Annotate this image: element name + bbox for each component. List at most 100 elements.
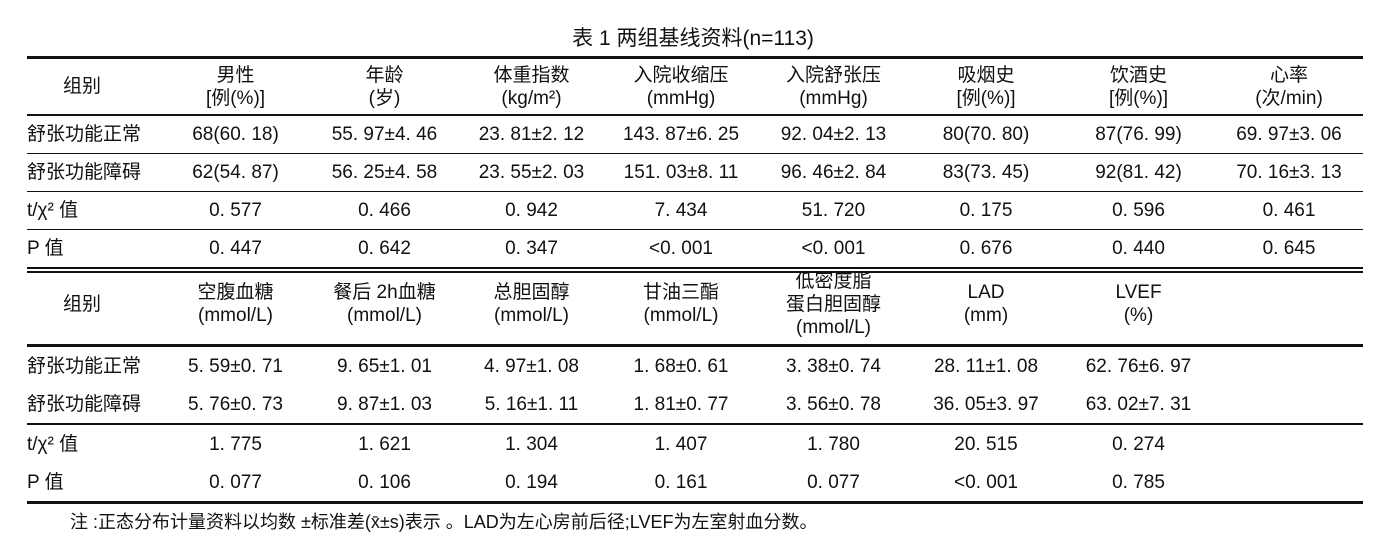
column-header-cell: 甘油三酯 (mmol/L) — [605, 264, 757, 347]
table-row: 舒张功能障碍 62(54. 87) 56. 25±4. 58 23. 55±2. 03… — [27, 153, 1363, 192]
value-cell: 36. 05±3. 97 — [910, 385, 1062, 425]
table-row: P 值 0. 077 0. 106 0. 194 0. 161 0. 077 <0. 001… — [27, 463, 1363, 504]
value-cell: 7. 434 — [605, 191, 757, 230]
value-cell: 0. 577 — [160, 191, 311, 230]
value-cell: 151. 03±8. 11 — [605, 153, 757, 192]
header-line: LVEF — [1115, 282, 1162, 303]
header-line: 空腹血糖 — [197, 282, 274, 303]
value-cell: 92(81. 42) — [1062, 153, 1215, 192]
header-line: (mmol/L) — [347, 305, 422, 326]
value-cell: 1. 621 — [358, 433, 411, 455]
value-cell: 87(76. 99) — [1062, 115, 1215, 154]
row-label-cell: 舒张功能障碍 — [27, 153, 160, 192]
column-header-cell: 体重指数 (kg/m²) — [458, 57, 605, 116]
value-cell: <0. 001 — [910, 463, 1062, 504]
value-cell: 92. 04±2. 13 — [757, 115, 910, 154]
value-cell: 0. 194 — [458, 463, 605, 504]
value-cell: 1. 81±0. 77 — [605, 385, 757, 425]
table-row: t/χ² 值 1. 775 1. 621 1. 304 1. 407 1. 780 20. … — [27, 424, 1363, 463]
column-header-cell: 年龄 (岁) — [311, 57, 458, 116]
column-header-cell: 男性 [例(%)] — [160, 57, 311, 116]
value-cell: 0. 106 — [311, 463, 458, 504]
value-cell: 9. 65±1. 01 — [337, 355, 432, 377]
baseline-table-part1: 组别 男性 [例(%)] 年龄 (岁) 体重指数 (kg/m²) 入院收缩压 (mmHg) 入院舒… — [27, 56, 1363, 273]
value-cell: 1. 780 — [807, 433, 860, 455]
value-cell: 70. 16±3. 13 — [1215, 153, 1363, 192]
table-row: 舒张功能正常 68(60. 18) 55. 97±4. 46 23. 81±2. 12… — [27, 115, 1363, 154]
group-header-cell: 组别 — [27, 57, 160, 116]
value-cell: 0. 785 — [1062, 463, 1215, 504]
value-cell: 63. 02±7. 31 — [1062, 385, 1215, 425]
header-line: 组别 — [63, 293, 102, 315]
value-cell: 0. 175 — [910, 191, 1062, 230]
value-cell: 9. 87±1. 03 — [311, 385, 458, 425]
header-line: 组别 — [63, 76, 102, 97]
value-cell: 3. 56±0. 78 — [757, 385, 910, 425]
header-line: [例(%)] — [1108, 87, 1169, 109]
header-line: (mmHg) — [799, 87, 868, 109]
value-cell: 96. 46±2. 84 — [757, 153, 910, 192]
value-cell: 68(60. 18) — [160, 115, 311, 154]
value-cell — [1215, 385, 1363, 425]
header-row: 组别 男性 [例(%)] 年龄 (岁) 体重指数 (kg/m²) 入院收缩压 (mmHg) 入院舒… — [27, 57, 1363, 116]
header-line: (kg/m²) — [501, 87, 562, 109]
row-label-cell: 舒张功能障碍 — [27, 385, 160, 425]
value-cell — [1215, 463, 1363, 504]
value-cell: 143. 87±6. 25 — [605, 115, 757, 154]
header-line: 心率 — [1269, 64, 1308, 86]
value-cell: 3. 38±0. 74 — [786, 355, 881, 377]
header-line: LAD — [967, 282, 1005, 303]
column-header-cell: 心率 (次/min) — [1215, 57, 1363, 116]
value-cell: 23. 55±2. 03 — [458, 153, 605, 192]
value-cell: 62(54. 87) — [160, 153, 311, 192]
group-header-cell: 组别 — [27, 264, 160, 347]
column-header-cell: 入院舒张压 (mmHg) — [757, 57, 910, 116]
value-cell: 1. 775 — [209, 433, 262, 455]
column-header-cell: LVEF (%) — [1062, 264, 1215, 347]
table-title: 表 1 两组基线资料(n=113) — [572, 27, 814, 50]
header-line: [例(%)] — [956, 87, 1016, 109]
row-label-cell: P 值 — [27, 463, 160, 504]
value-cell: 0. 077 — [757, 463, 910, 504]
value-cell: 80(70. 80) — [910, 115, 1062, 154]
value-cell: 23. 81±2. 12 — [458, 115, 605, 154]
value-cell: 0. 596 — [1062, 191, 1215, 230]
value-cell: 5. 76±0. 73 — [160, 385, 311, 425]
value-cell: 5. 59±0. 71 — [188, 355, 283, 377]
row-label-cell: t/χ² 值 — [27, 191, 160, 230]
header-line: 甘油三酯 — [642, 282, 719, 303]
column-header-cell: 吸烟史 [例(%)] — [910, 57, 1062, 116]
header-line: [例(%)] — [205, 87, 266, 109]
value-cell: 83(73. 45) — [910, 153, 1062, 192]
value-cell: 28. 11±1. 08 — [933, 355, 1039, 377]
value-cell: 1. 68±0. 61 — [633, 355, 729, 377]
value-cell — [1215, 346, 1363, 386]
value-cell: 56. 25±4. 58 — [311, 153, 458, 192]
value-cell: 0. 274 — [1112, 433, 1165, 455]
header-line: 餐后 2h血糖 — [333, 282, 436, 303]
header-line: 低密度脂 — [795, 270, 872, 292]
column-header-cell: 总胆固醇 (mmol/L) — [458, 264, 605, 347]
header-line: (次/min) — [1255, 87, 1323, 109]
header-line: (mmol/L) — [198, 305, 273, 326]
header-line: 年龄 — [365, 64, 404, 86]
column-header-cell: 饮酒史 [例(%)] — [1062, 57, 1215, 116]
header-line: 入院舒张压 — [785, 64, 881, 86]
value-cell: 0. 466 — [311, 191, 458, 230]
header-line: (%) — [1123, 305, 1154, 326]
column-header-cell: LAD (mm) — [910, 264, 1062, 347]
header-line: (岁) — [368, 87, 401, 109]
row-label-cell: t/χ² 值 — [27, 433, 79, 455]
value-cell: 69. 97±3. 06 — [1215, 115, 1363, 154]
value-cell: 62. 76±6. 97 — [1085, 355, 1192, 377]
header-line: (mmHg) — [646, 87, 716, 109]
header-line: 体重指数 — [493, 64, 570, 86]
header-line: 蛋白胆固醇 — [785, 293, 881, 315]
value-cell: 0. 942 — [458, 191, 605, 230]
value-cell — [1215, 424, 1363, 463]
header-line: 入院收缩压 — [633, 64, 729, 86]
header-line: (mm) — [963, 305, 1009, 326]
header-line: (mmol/L) — [643, 305, 719, 326]
header-line: (mmol/L) — [796, 316, 871, 338]
table-note: 注 :正态分布计量资料以均数 ±标准差(x̄±s)表示 。LAD为左心房前后径;… — [70, 512, 818, 532]
